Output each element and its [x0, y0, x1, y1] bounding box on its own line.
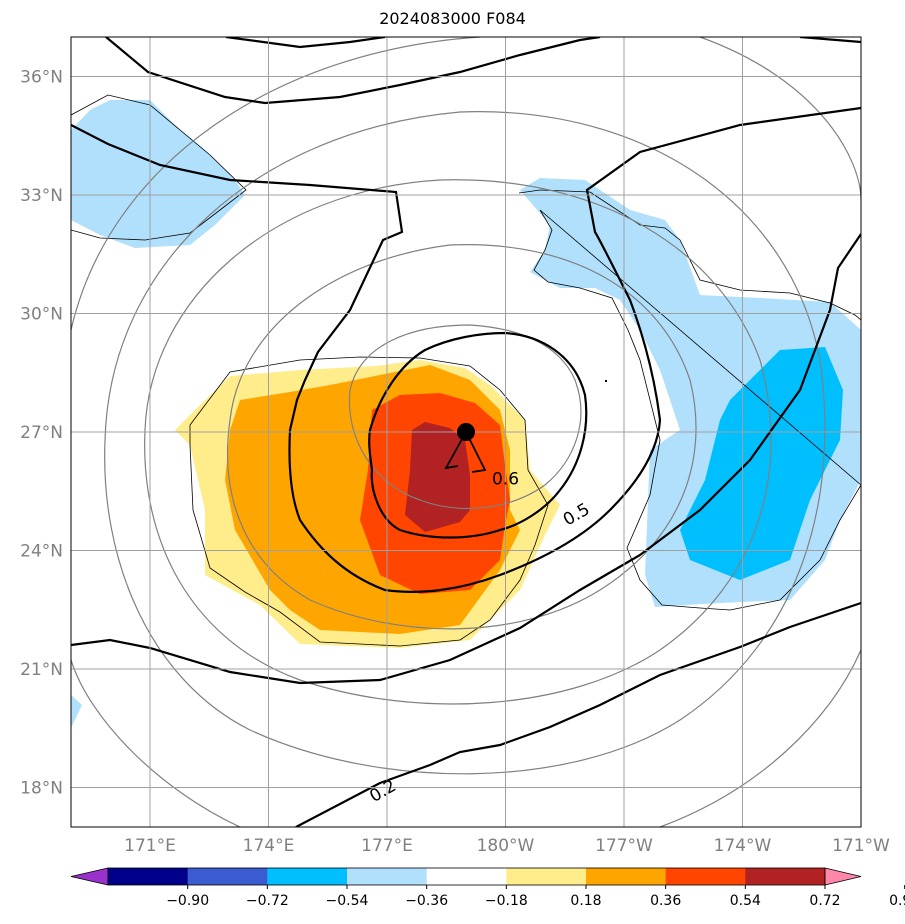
colorbar-segment	[267, 868, 348, 885]
fill-neg-mid-e	[680, 347, 843, 580]
y-tick-labels: 18°N 21°N 24°N 27°N 30°N 33°N 36°N	[20, 68, 63, 799]
colorbar-tick-label: 0.72	[809, 893, 840, 909]
contour-outer-1	[71, 233, 861, 685]
fill-pos-0.72	[405, 422, 470, 532]
colorbar-extend-max	[824, 867, 862, 886]
contour-label: 0.6	[492, 469, 519, 489]
plot-frame	[70, 36, 862, 828]
fill-neg-light-nw	[71, 100, 245, 248]
y-tick-label: 27°N	[20, 423, 63, 443]
grey-contour-4	[104, 111, 826, 775]
chart-title: 2024083000 F084	[379, 9, 526, 28]
contour-top-3	[799, 37, 861, 44]
grey-contour-5	[71, 37, 861, 827]
y-tick-label: 21°N	[20, 660, 63, 680]
x-tick-label: 174°W	[714, 836, 772, 856]
contour-label-group: 0.5	[560, 500, 593, 531]
x-tick-label: 177°E	[361, 836, 413, 856]
colorbar-segment	[586, 868, 667, 885]
y-tick-label: 33°N	[20, 186, 63, 206]
colorbar-extend-min	[70, 867, 109, 886]
outline-neg-e	[518, 189, 861, 611]
y-tick-label: 24°N	[20, 542, 63, 562]
colorbar-segment	[347, 868, 428, 885]
colorbar-tick-label: −0.54	[326, 893, 369, 909]
colorbar-segment	[426, 868, 507, 885]
x-tick-label: 174°E	[243, 836, 295, 856]
colorbar-tick-label: −0.72	[246, 893, 289, 909]
contour-outer-2	[295, 601, 861, 827]
storm-center-marker	[444, 380, 607, 473]
colorbar-frame	[107, 867, 826, 886]
colorbar-tick-label: 0.90	[889, 893, 905, 909]
contour-top-1	[105, 37, 601, 105]
outline-neg-nw	[71, 94, 247, 241]
fill-neg-light-w	[71, 695, 82, 728]
x-tick-labels: 171°E 174°E 177°E 180°W 177°W 174°W 171°W	[124, 836, 890, 856]
x-tick-label: 177°W	[595, 836, 653, 856]
colorbar-segment	[506, 868, 587, 885]
y-tick-label: 18°N	[20, 779, 63, 799]
contour-label-group: 0.6	[492, 469, 519, 489]
colorbar-segment	[665, 868, 746, 885]
colorbar-tick-label: −0.18	[485, 893, 528, 909]
contour-mid-2	[288, 106, 861, 593]
contour-inner	[368, 331, 588, 539]
black-contours	[71, 37, 861, 827]
colorbar-tick-label: −0.36	[405, 893, 448, 909]
colorbar-segment	[187, 868, 268, 885]
x-tick-label: 171°W	[832, 836, 890, 856]
colorbar-segment	[745, 868, 826, 885]
colorbar-tick-label: −0.90	[166, 893, 209, 909]
colorbar: −0.90 −0.72 −0.54 −0.36 −0.18 0.18 0.36 0.54 0.7…	[70, 867, 905, 909]
shading-outlines	[71, 94, 861, 647]
colorbar-tick-label: 0.54	[730, 893, 761, 909]
contour-mid	[71, 124, 404, 431]
x-tick-label: 180°W	[477, 836, 535, 856]
y-tick-label: 36°N	[20, 68, 63, 88]
y-tick-label: 30°N	[20, 305, 63, 325]
colorbar-tick-label: 0.36	[650, 893, 681, 909]
grey-contour-2	[227, 244, 697, 630]
outline-pos	[189, 356, 549, 647]
wind-barb-icon	[444, 431, 487, 473]
colorbar-tick-label: 0.18	[570, 893, 601, 909]
x-tick-label: 171°E	[124, 836, 176, 856]
grey-contour-1	[348, 324, 582, 509]
colorbar-segment	[108, 868, 189, 885]
contour-top-2	[225, 37, 386, 49]
